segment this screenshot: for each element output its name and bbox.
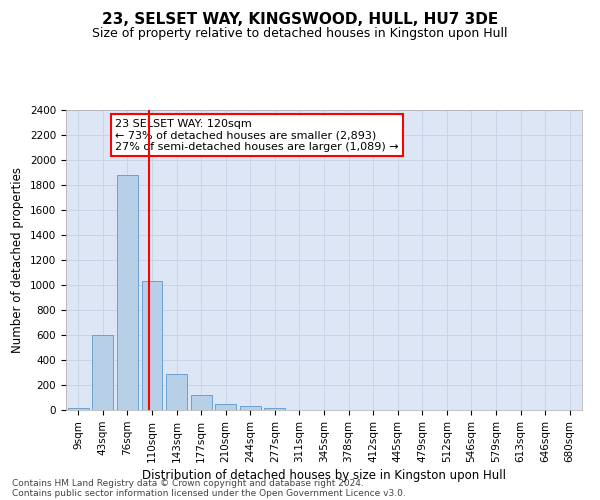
Y-axis label: Number of detached properties: Number of detached properties [11,167,25,353]
Bar [117,175,138,410]
Bar [265,408,286,410]
X-axis label: Distribution of detached houses by size in Kingston upon Hull: Distribution of detached houses by size … [142,469,506,482]
Text: Contains HM Land Registry data © Crown copyright and database right 2024.: Contains HM Land Registry data © Crown c… [12,478,364,488]
Text: 23 SELSET WAY: 120sqm
← 73% of detached houses are smaller (2,893)
27% of semi-d: 23 SELSET WAY: 120sqm ← 73% of detached … [115,118,399,152]
Bar [191,395,212,410]
Bar [215,404,236,410]
Text: Size of property relative to detached houses in Kingston upon Hull: Size of property relative to detached ho… [92,28,508,40]
Text: 23, SELSET WAY, KINGSWOOD, HULL, HU7 3DE: 23, SELSET WAY, KINGSWOOD, HULL, HU7 3DE [102,12,498,28]
Text: Contains public sector information licensed under the Open Government Licence v3: Contains public sector information licen… [12,488,406,498]
Bar [142,281,163,410]
Bar [68,408,89,410]
Bar [166,374,187,410]
Bar [92,335,113,410]
Bar [240,406,261,410]
